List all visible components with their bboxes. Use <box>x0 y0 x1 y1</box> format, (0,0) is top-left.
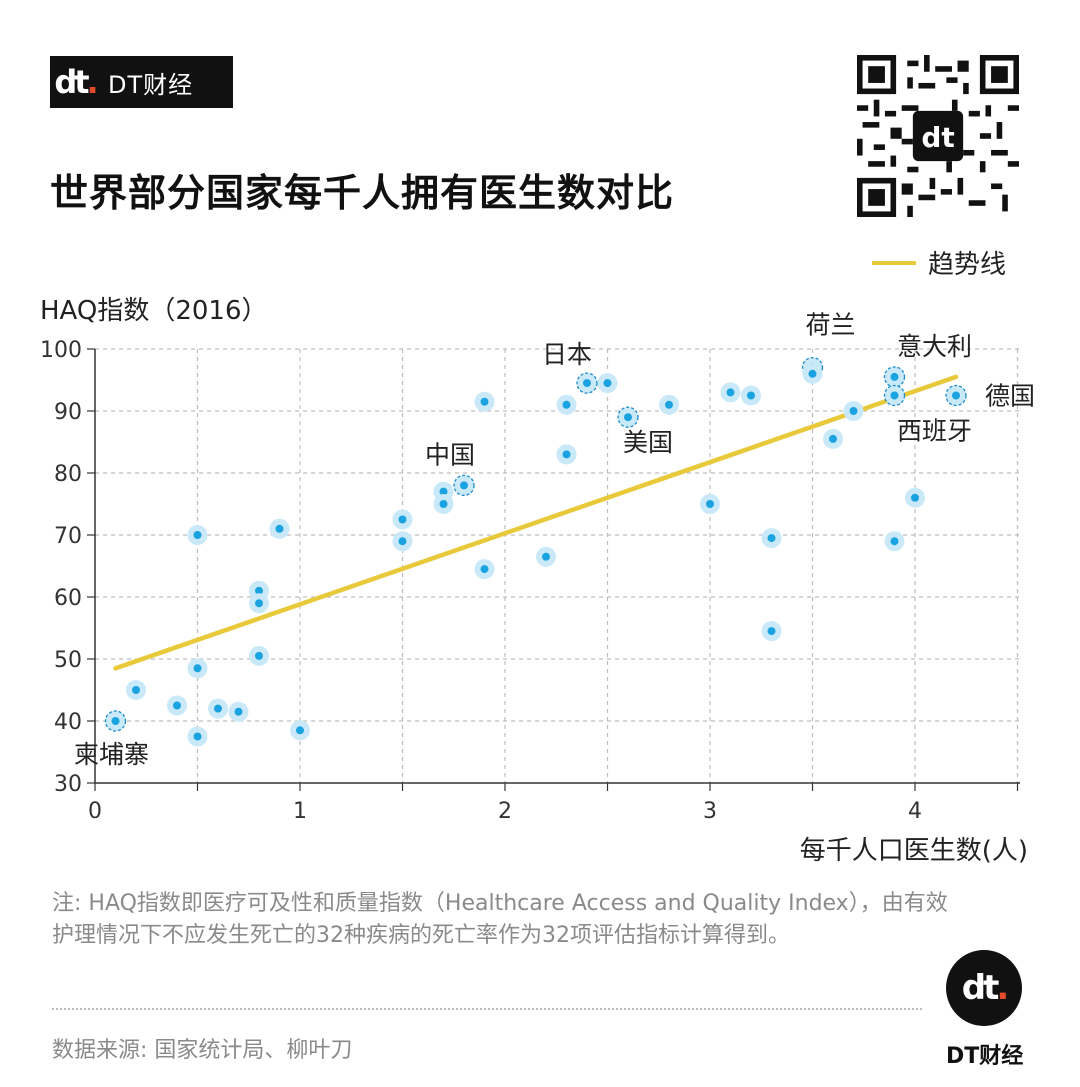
data-point <box>234 707 243 716</box>
x-tick-label: 4 <box>908 799 922 824</box>
point-label: 意大利 <box>897 332 972 361</box>
x-axis-label: 每千人口医生数(人) <box>799 836 1028 866</box>
data-point <box>132 686 140 694</box>
point-label: 日本 <box>542 340 592 369</box>
data-point <box>439 487 448 496</box>
x-tick-label: 0 <box>88 799 102 824</box>
y-tick-label: 30 <box>54 772 82 797</box>
trendline <box>113 374 959 671</box>
highlight-ring <box>104 710 127 732</box>
data-point <box>747 391 755 400</box>
data-point <box>706 500 714 508</box>
data-point <box>296 726 304 735</box>
data-point <box>849 407 858 415</box>
data-point <box>562 400 571 409</box>
highlight-ring <box>883 384 906 407</box>
data-point <box>439 500 448 508</box>
footnote: 注: HAQ指数即医疗可及性和质量指数（Healthcare Access an… <box>52 891 948 948</box>
point-label: 美国 <box>623 428 673 457</box>
data-point <box>255 599 263 608</box>
data-point <box>193 664 202 673</box>
data-point <box>111 717 120 725</box>
y-tick-label: 40 <box>54 710 82 735</box>
data-point <box>398 515 407 524</box>
point-label: 西班牙 <box>897 417 972 446</box>
data-point <box>398 537 407 546</box>
data-point <box>624 413 632 422</box>
divider <box>52 1008 922 1010</box>
point-label: 荷兰 <box>805 311 855 340</box>
legend-label: 趋势线 <box>928 250 1007 280</box>
data-point <box>911 493 919 502</box>
data-point <box>173 701 181 710</box>
y-tick-label: 80 <box>54 462 82 487</box>
point-label: 中国 <box>425 440 475 469</box>
data-point <box>665 400 673 409</box>
y-axis-label: HAQ指数（2016） <box>40 296 268 326</box>
data-point <box>767 534 776 543</box>
x-tick-label: 1 <box>293 799 307 824</box>
highlight-ring <box>453 474 475 497</box>
data-point <box>193 732 202 741</box>
data-point <box>255 586 263 595</box>
data-source: 数据来源: 国家统计局、柳叶刀 <box>52 1038 353 1063</box>
data-point <box>480 565 489 574</box>
data-point <box>214 704 222 713</box>
data-point <box>460 481 468 490</box>
legend: 趋势线 <box>872 244 1006 281</box>
data-point <box>542 552 550 561</box>
svg-text:dt: dt <box>921 121 954 154</box>
y-tick-label: 70 <box>54 524 82 549</box>
trendline-legend-swatch <box>872 260 916 265</box>
point-label: 德国 <box>985 382 1035 411</box>
highlight-ring <box>945 384 967 407</box>
x-tick-label: 3 <box>703 799 717 824</box>
data-point <box>603 379 612 388</box>
footer-brand: DT财经 <box>946 1044 1024 1069</box>
data-point <box>829 434 837 443</box>
data-point <box>808 369 817 378</box>
data-point <box>193 531 202 539</box>
y-tick-label: 100 <box>40 338 82 363</box>
y-tick-label: 60 <box>54 586 82 611</box>
data-point <box>583 379 591 388</box>
y-tick-label: 90 <box>54 400 82 425</box>
data-point <box>767 627 776 636</box>
brand-name: DT财经 <box>108 70 194 99</box>
data-point <box>480 397 489 406</box>
highlight-ring <box>576 372 598 394</box>
data-point <box>890 391 899 400</box>
data-point <box>890 537 899 546</box>
point-label: 柬埔寨 <box>74 740 149 769</box>
data-point <box>255 651 263 660</box>
qr-code-icon: dt <box>857 55 1019 217</box>
data-point <box>726 388 735 397</box>
data-point <box>562 450 571 459</box>
x-tick-label: 2 <box>498 799 512 824</box>
data-point <box>890 372 899 381</box>
page-title: 世界部分国家每千人拥有医生数对比 <box>50 171 675 215</box>
data-point <box>952 391 960 400</box>
data-point <box>275 524 284 533</box>
y-tick-label: 50 <box>54 648 82 673</box>
highlight-ring <box>617 406 639 428</box>
